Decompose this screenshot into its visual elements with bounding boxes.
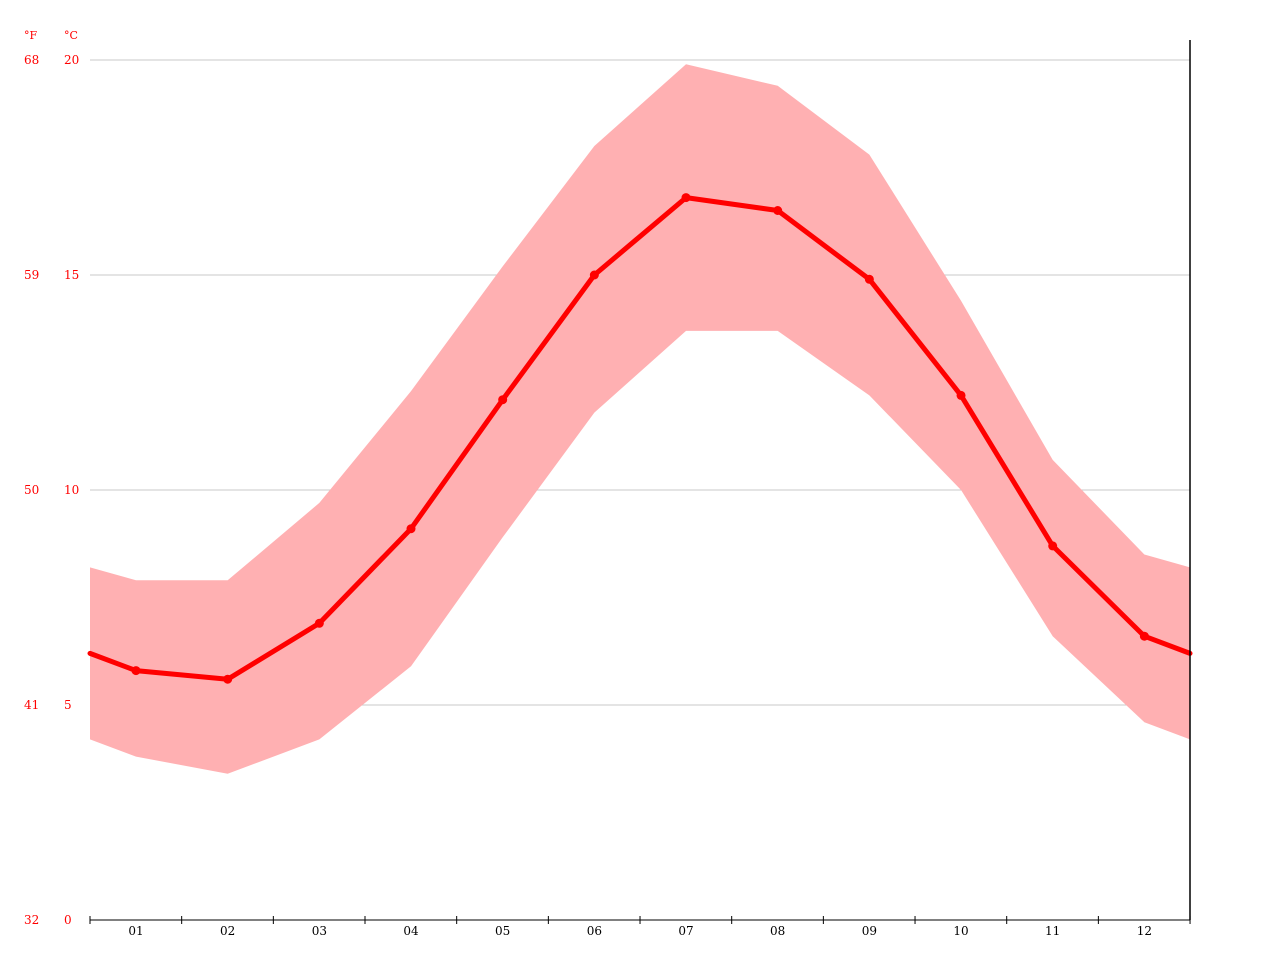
x-tick-label: 04 bbox=[403, 924, 419, 938]
x-tick-label: 09 bbox=[862, 924, 877, 938]
x-tick-label: 03 bbox=[312, 924, 327, 938]
axis-labels: °F °C 0 32 5 41 10 50 15 59 20 68 01 02 03 04 05 06 07 08… bbox=[24, 29, 1152, 938]
average-line bbox=[87, 195, 1193, 682]
y-tick-label-fahrenheit: 59 bbox=[24, 268, 39, 282]
average-point bbox=[223, 674, 233, 684]
y-tick-label-fahrenheit: 68 bbox=[24, 53, 39, 67]
average-point bbox=[406, 524, 416, 534]
celsius-unit-label: °C bbox=[64, 29, 78, 42]
average-temperature-line bbox=[87, 193, 1193, 684]
average-point bbox=[498, 395, 508, 405]
x-tick-label: 11 bbox=[1045, 924, 1060, 938]
average-point bbox=[956, 390, 966, 400]
y-tick-label-celsius: 0 bbox=[64, 913, 72, 927]
x-tick-label: 01 bbox=[128, 924, 143, 938]
y-tick-label-celsius: 15 bbox=[64, 268, 79, 282]
average-point bbox=[681, 193, 691, 203]
x-tick-label: 08 bbox=[770, 924, 785, 938]
y-tick-label-fahrenheit: 50 bbox=[24, 483, 39, 497]
fahrenheit-unit-label: °F bbox=[24, 29, 38, 42]
x-tick-label: 12 bbox=[1137, 924, 1152, 938]
average-point bbox=[131, 666, 141, 676]
y-tick-label-fahrenheit: 32 bbox=[24, 913, 39, 927]
average-point bbox=[1048, 541, 1058, 551]
average-point bbox=[864, 274, 874, 284]
average-point bbox=[1139, 631, 1149, 641]
x-tick-label: 10 bbox=[953, 924, 968, 938]
average-point bbox=[773, 206, 783, 215]
x-tick-label: 05 bbox=[495, 924, 510, 938]
axes bbox=[89, 40, 1191, 924]
average-point bbox=[314, 618, 324, 628]
y-tick-label-celsius: 20 bbox=[64, 53, 79, 67]
temperature-range-band bbox=[90, 64, 1190, 774]
range-band-area bbox=[90, 64, 1190, 774]
y-tick-label-fahrenheit: 41 bbox=[24, 698, 39, 712]
x-tick-label: 06 bbox=[587, 924, 602, 938]
average-point bbox=[589, 270, 599, 280]
x-tick-label: 02 bbox=[220, 924, 235, 938]
x-tick-label: 07 bbox=[678, 924, 693, 938]
y-tick-label-celsius: 10 bbox=[64, 483, 79, 497]
y-tick-label-celsius: 5 bbox=[64, 698, 72, 712]
